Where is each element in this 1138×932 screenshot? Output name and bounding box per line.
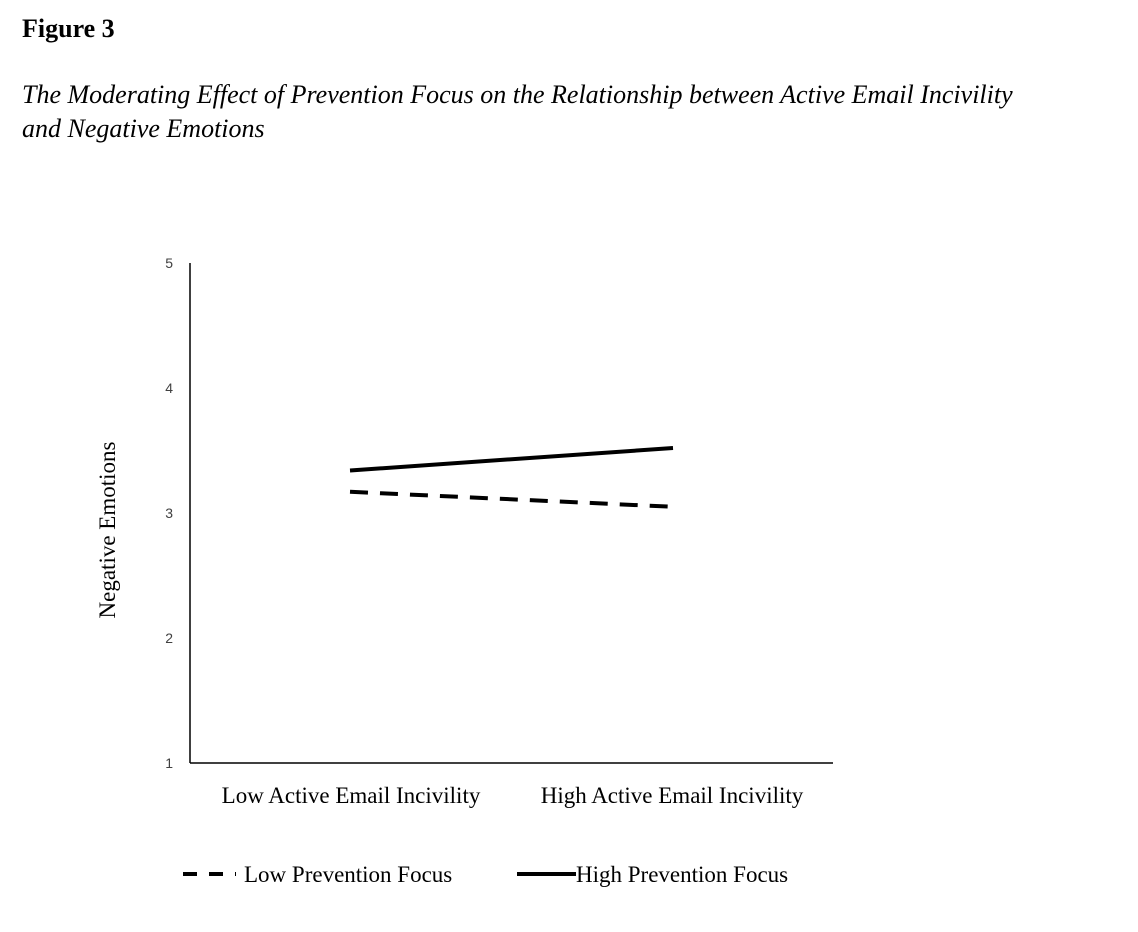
series-lines (349, 446, 674, 509)
x-tick-labels: Low Active Email Incivility High Active E… (222, 783, 804, 808)
y-tick-label: 3 (165, 505, 173, 521)
series-line-low-prevention-focus (349, 489, 674, 509)
y-tick-labels: 1 2 3 4 5 (165, 255, 173, 771)
legend-label: High Prevention Focus (576, 862, 788, 887)
y-axis-label: Negative Emotions (95, 441, 120, 618)
y-tick-label: 5 (165, 255, 173, 271)
y-tick-label: 4 (165, 380, 173, 396)
y-tick-label: 2 (165, 630, 173, 646)
x-tick-label: High Active Email Incivility (541, 783, 804, 808)
legend-label: Low Prevention Focus (244, 862, 452, 887)
x-tick-label: Low Active Email Incivility (222, 783, 481, 808)
series-line-high-prevention-focus (349, 446, 674, 473)
y-tick-label: 1 (165, 755, 173, 771)
figure-title: The Moderating Effect of Prevention Focu… (22, 78, 1132, 146)
figure-title-line-2: and Negative Emotions (22, 114, 265, 143)
figure-title-line-1: The Moderating Effect of Prevention Focu… (22, 80, 1013, 109)
legend: Low Prevention Focus High Prevention Focu… (183, 862, 788, 887)
figure-label: Figure 3 (22, 14, 115, 43)
